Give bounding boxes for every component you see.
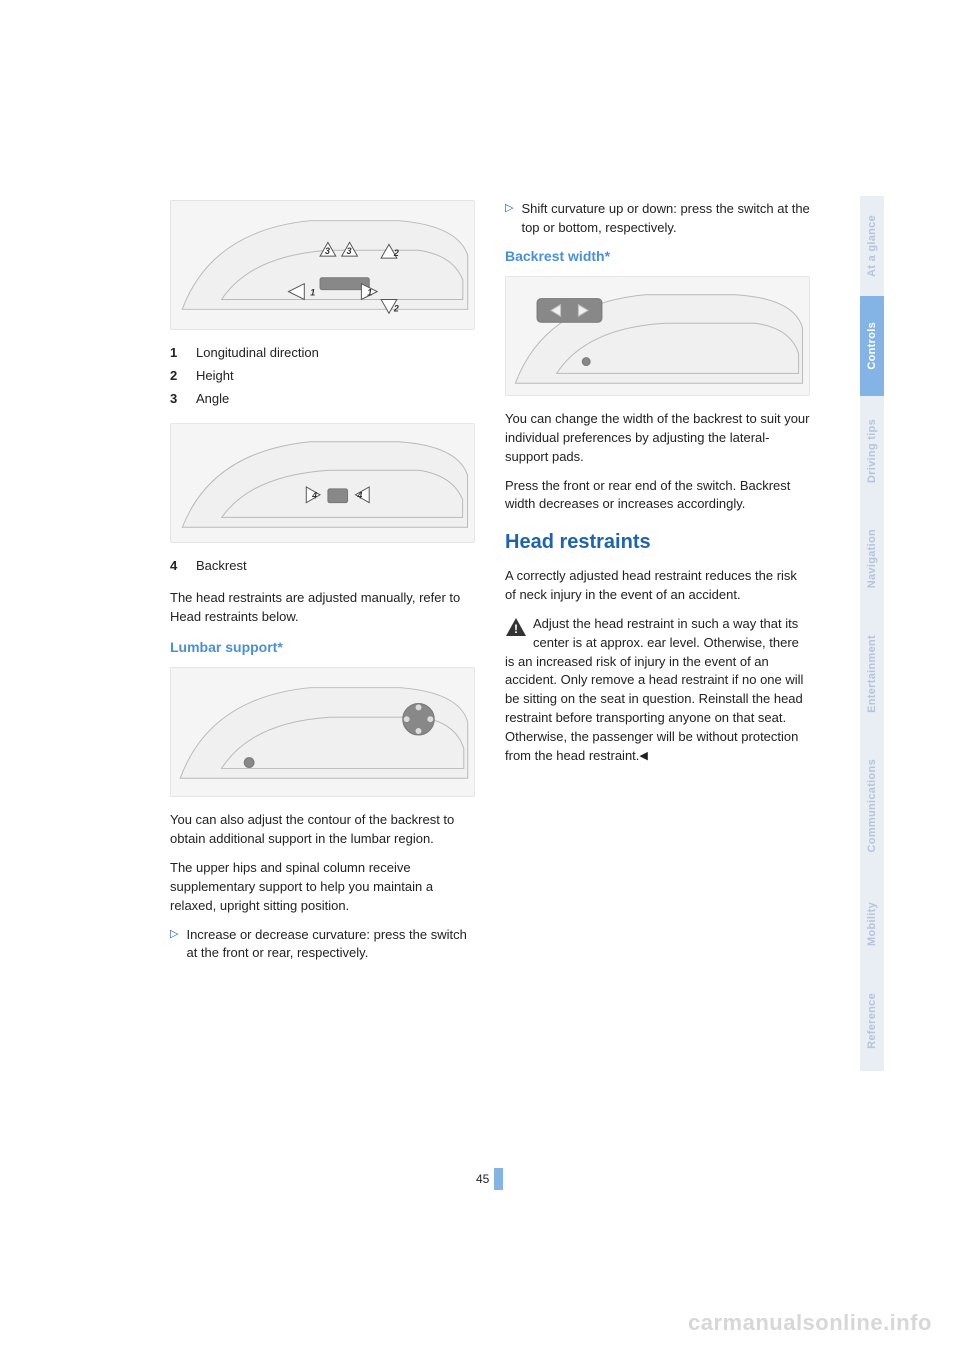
- side-tab[interactable]: Controls: [860, 296, 884, 396]
- section-head-restraints: Head restraints: [505, 528, 810, 557]
- side-tab-label: Communications: [866, 759, 878, 852]
- legend-number: 4: [170, 557, 182, 576]
- para-lumbar-1: You can also adjust the contour of the b…: [170, 811, 475, 849]
- svg-text:4: 4: [356, 490, 362, 500]
- para-backrest-1: You can change the width of the backrest…: [505, 410, 810, 467]
- legend-1: 1 Longitudinal direction 2 Height 3 Angle: [170, 344, 475, 409]
- svg-text:3: 3: [325, 246, 330, 256]
- watermark: carmanualsonline.info: [688, 1310, 932, 1336]
- bullet-text: Increase or decrease curvature: press th…: [186, 926, 475, 964]
- side-tabs: At a glance Controls Driving tips Navigatio…: [860, 196, 884, 1071]
- legend-label: Angle: [196, 390, 229, 409]
- legend-label: Longitudinal direction: [196, 344, 319, 363]
- triangle-icon: ▷: [505, 200, 513, 238]
- legend-row: 1 Longitudinal direction: [170, 344, 475, 363]
- left-column: 1 1 2 2 3 3 1 Longitudinal direction 2 Heig…: [170, 200, 475, 971]
- side-tab[interactable]: Navigation: [860, 506, 884, 611]
- side-tab[interactable]: Mobility: [860, 876, 884, 971]
- side-tab-label: Driving tips: [866, 419, 878, 483]
- para-headrest-ref: The head restraints are adjusted manuall…: [170, 589, 475, 627]
- legend-number: 1: [170, 344, 182, 363]
- svg-text:2: 2: [393, 303, 399, 313]
- side-tab[interactable]: Entertainment: [860, 611, 884, 736]
- page-number: 45: [476, 1172, 489, 1186]
- figure-seat-adjust-2: 4 4: [170, 423, 475, 543]
- svg-text:1: 1: [367, 288, 372, 298]
- legend-number: 2: [170, 367, 182, 386]
- side-tab[interactable]: Driving tips: [860, 396, 884, 506]
- figure-lumbar: [170, 667, 475, 797]
- warning-text: Adjust the head restraint in such a way …: [505, 616, 803, 763]
- legend-number: 3: [170, 390, 182, 409]
- page-number-bar: [494, 1168, 503, 1190]
- para-backrest-2: Press the front or rear end of the switc…: [505, 477, 810, 515]
- side-tab-label: Entertainment: [866, 635, 878, 713]
- svg-text:2: 2: [393, 248, 399, 258]
- para-headrest-intro: A correctly adjusted head restraint redu…: [505, 567, 810, 605]
- side-tab[interactable]: At a glance: [860, 196, 884, 296]
- svg-text:1: 1: [310, 288, 315, 298]
- side-tab[interactable]: Reference: [860, 971, 884, 1071]
- triangle-icon: ▷: [170, 926, 178, 964]
- legend-row: 2 Height: [170, 367, 475, 386]
- warning-icon: !: [505, 617, 527, 637]
- legend-row: 3 Angle: [170, 390, 475, 409]
- figure-seat-adjust-1: 1 1 2 2 3 3: [170, 200, 475, 330]
- side-tab-label: Controls: [866, 322, 878, 370]
- svg-text:!: !: [514, 622, 518, 636]
- right-column: ▷ Shift curvature up or down: press the …: [505, 200, 810, 971]
- side-tab-label: Navigation: [866, 529, 878, 588]
- side-tab-label: At a glance: [866, 215, 878, 277]
- figure-backrest-width: [505, 276, 810, 396]
- legend-2: 4 Backrest: [170, 557, 475, 576]
- svg-text:3: 3: [347, 246, 352, 256]
- legend-row: 4 Backrest: [170, 557, 475, 576]
- legend-label: Backrest: [196, 557, 247, 576]
- bullet-curvature-front-rear: ▷ Increase or decrease curvature: press …: [170, 926, 475, 964]
- bullet-curvature-up-down: ▷ Shift curvature up or down: press the …: [505, 200, 810, 238]
- legend-label: Height: [196, 367, 234, 386]
- subhead-lumbar: Lumbar support*: [170, 637, 475, 657]
- side-tab-label: Reference: [866, 993, 878, 1049]
- bullet-text: Shift curvature up or down: press the sw…: [521, 200, 810, 238]
- svg-text:4: 4: [311, 490, 317, 500]
- end-mark-icon: ◀: [639, 749, 647, 765]
- subhead-backrest-width: Backrest width*: [505, 246, 810, 266]
- side-tab[interactable]: Communications: [860, 736, 884, 876]
- side-tab-label: Mobility: [866, 902, 878, 946]
- warning-block: ! Adjust the head restraint in such a wa…: [505, 615, 810, 766]
- para-lumbar-2: The upper hips and spinal column receive…: [170, 859, 475, 916]
